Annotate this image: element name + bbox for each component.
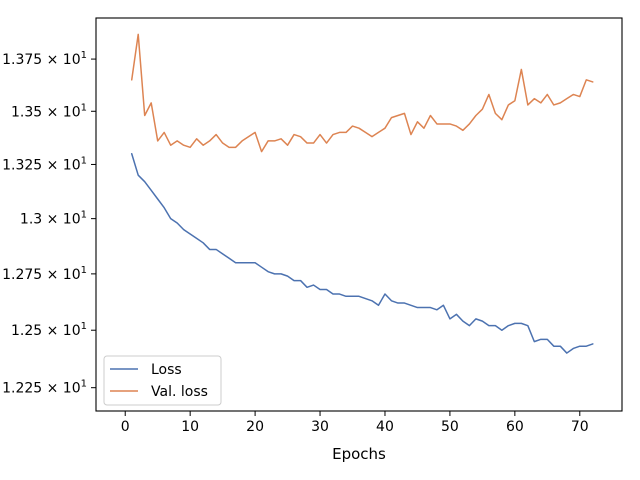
y-tick-mantissa: 1.275 × 10	[2, 267, 81, 283]
y-tick-exponent: 1	[81, 102, 87, 113]
x-tick-label: 20	[246, 419, 264, 435]
y-tick-label: 1.275 × 101	[2, 265, 87, 283]
y-tick-mantissa: 1.325 × 10	[2, 157, 81, 173]
x-tick-label: 60	[506, 419, 524, 435]
y-tick-mantissa: 1.375 × 10	[2, 52, 81, 68]
legend-label: Val. loss	[151, 384, 208, 400]
x-tick-label: 0	[121, 419, 130, 435]
y-tick-label: 1.325 × 101	[2, 155, 87, 173]
y-tick-label: 1.35 × 101	[11, 102, 87, 120]
y-tick-label: 1.3 × 101	[20, 210, 87, 228]
x-axis: 0 10 20 30 40 50 60 70	[121, 411, 589, 435]
series-lines	[130, 33, 594, 354]
y-tick-exponent: 1	[81, 210, 87, 221]
x-tick-label: 30	[311, 419, 329, 435]
x-tick-label: 10	[181, 419, 199, 435]
x-tick-label: 70	[571, 419, 589, 435]
x-tick-label: 50	[441, 419, 459, 435]
y-tick-mantissa: 1.225 × 10	[2, 381, 81, 397]
y-tick-exponent: 1	[81, 50, 87, 61]
legend-label: Loss	[151, 362, 182, 378]
y-tick-mantissa: 1.3 × 10	[20, 212, 81, 228]
y-tick-exponent: 1	[81, 379, 87, 390]
y-tick-label: 1.25 × 101	[11, 321, 87, 339]
y-tick-label: 1.375 × 101	[2, 50, 87, 68]
plot-area	[95, 17, 623, 412]
y-tick-exponent: 1	[81, 155, 87, 166]
x-axis-label: Epochs	[332, 445, 386, 463]
y-tick-mantissa: 1.35 × 10	[11, 104, 81, 120]
y-tick-label: 1.225 × 101	[2, 379, 87, 397]
x-tick-label: 40	[376, 419, 394, 435]
y-tick-exponent: 1	[81, 321, 87, 332]
y-tick-exponent: 1	[81, 265, 87, 276]
legend: Loss Val. loss	[103, 355, 222, 406]
series-line-loss	[130, 152, 594, 354]
y-tick-mantissa: 1.25 × 10	[11, 323, 81, 339]
series-line-val-loss	[130, 33, 594, 153]
